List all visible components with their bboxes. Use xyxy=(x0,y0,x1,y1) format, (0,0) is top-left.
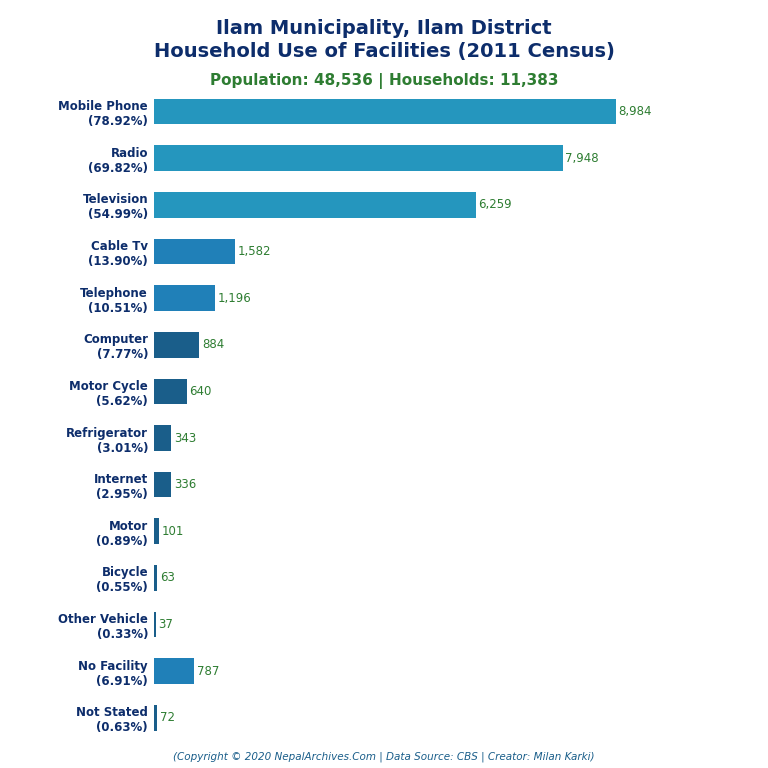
Text: Population: 48,536 | Households: 11,383: Population: 48,536 | Households: 11,383 xyxy=(210,73,558,89)
Bar xyxy=(154,612,155,637)
Bar xyxy=(154,192,475,217)
Text: 1,196: 1,196 xyxy=(218,292,252,305)
Text: Ilam Municipality, Ilam District: Ilam Municipality, Ilam District xyxy=(216,19,552,38)
Bar xyxy=(154,518,159,544)
Text: (Copyright © 2020 NepalArchives.Com | Data Source: CBS | Creator: Milan Karki): (Copyright © 2020 NepalArchives.Com | Da… xyxy=(174,751,594,762)
Bar xyxy=(154,565,157,591)
Bar xyxy=(154,705,157,730)
Bar xyxy=(154,425,171,451)
Text: 640: 640 xyxy=(190,385,212,398)
Text: 63: 63 xyxy=(160,571,174,584)
Text: 101: 101 xyxy=(161,525,184,538)
Bar xyxy=(154,658,194,684)
Text: 72: 72 xyxy=(161,711,175,724)
Bar xyxy=(154,379,187,404)
Bar xyxy=(154,286,215,311)
Bar xyxy=(154,332,199,358)
Text: 1,582: 1,582 xyxy=(238,245,271,258)
Text: 6,259: 6,259 xyxy=(478,198,512,211)
Text: Household Use of Facilities (2011 Census): Household Use of Facilities (2011 Census… xyxy=(154,42,614,61)
Text: 343: 343 xyxy=(174,432,197,445)
Text: 884: 884 xyxy=(202,338,224,351)
Bar xyxy=(154,239,235,264)
Text: 336: 336 xyxy=(174,478,196,492)
Text: 787: 787 xyxy=(197,664,220,677)
Text: 8,984: 8,984 xyxy=(619,105,652,118)
Bar xyxy=(154,145,563,171)
Text: 7,948: 7,948 xyxy=(565,152,599,165)
Bar xyxy=(154,99,616,124)
Text: 37: 37 xyxy=(158,618,174,631)
Bar xyxy=(154,472,171,498)
